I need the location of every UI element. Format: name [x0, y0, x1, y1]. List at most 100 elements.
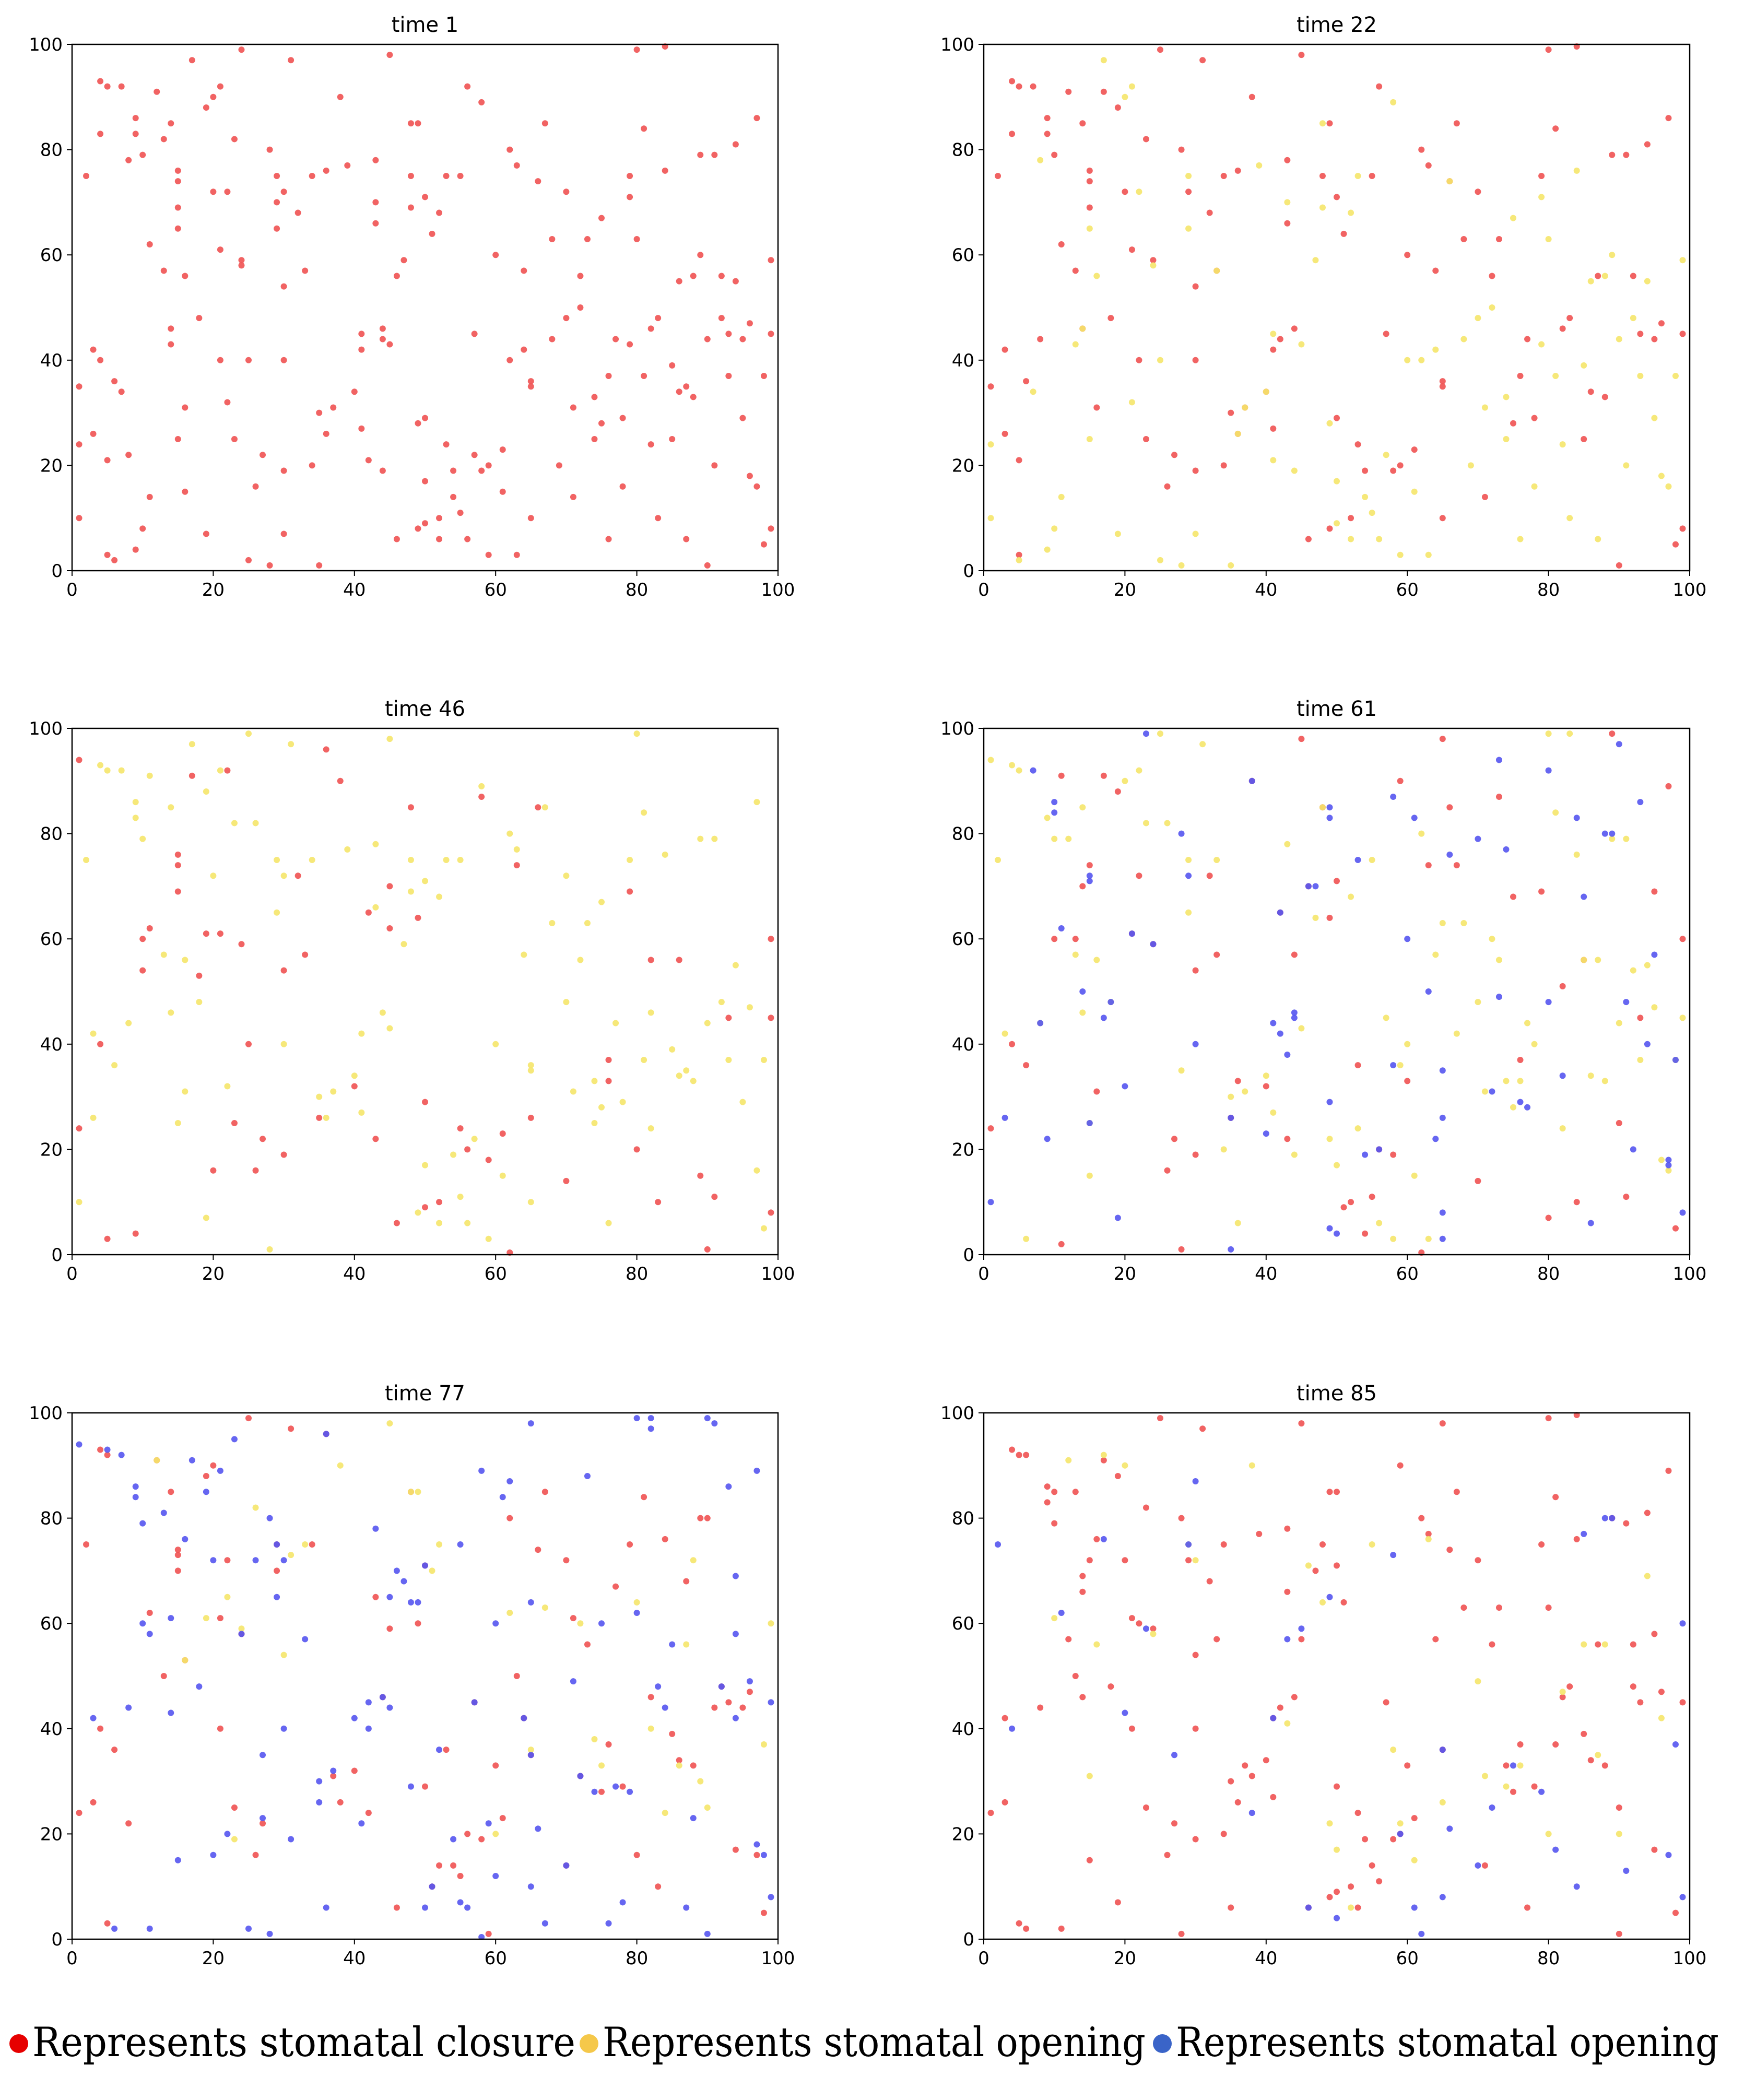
data-point [407, 857, 414, 863]
data-point [1446, 178, 1453, 185]
data-point [174, 167, 181, 174]
data-point [1651, 336, 1658, 343]
data-point [393, 1220, 400, 1226]
data-point [1651, 415, 1658, 421]
data-point [1559, 983, 1566, 989]
data-point [1277, 1704, 1283, 1711]
data-point [1354, 1810, 1361, 1816]
data-point [1150, 1631, 1157, 1637]
data-point [683, 383, 690, 390]
data-point [238, 46, 245, 53]
y-tick-label: 40 [952, 1719, 974, 1740]
data-point [1411, 1815, 1418, 1822]
data-point [280, 1151, 287, 1158]
data-point [753, 115, 760, 122]
data-point [655, 1883, 662, 1890]
data-point [1601, 273, 1608, 279]
data-point [1122, 93, 1128, 100]
data-point [422, 1562, 428, 1569]
panel-title: time 1 [392, 13, 459, 37]
data-point [647, 957, 654, 963]
data-point [309, 173, 315, 179]
data-point [1326, 420, 1333, 427]
data-point [1573, 1199, 1580, 1206]
data-point [1453, 120, 1460, 127]
data-point [139, 967, 146, 974]
data-point [739, 336, 746, 343]
x-tick-label: 100 [1673, 1264, 1707, 1284]
data-point [662, 1704, 668, 1711]
data-point [400, 1578, 407, 1585]
data-point [450, 1862, 457, 1869]
data-point [1404, 252, 1411, 258]
series [154, 1420, 774, 1843]
data-point [1016, 83, 1022, 90]
data-point [1354, 173, 1361, 179]
data-point [1001, 1030, 1008, 1037]
data-point [1185, 1557, 1192, 1564]
data-point [280, 467, 287, 474]
data-point [584, 919, 591, 926]
data-point [464, 83, 471, 90]
legend-label: Represents stomatal opening [1176, 2019, 1719, 2066]
data-point [1383, 452, 1389, 458]
data-point [358, 425, 365, 432]
data-point [450, 1836, 457, 1843]
data-point [1595, 536, 1601, 542]
data-point [457, 1194, 464, 1200]
data-point [1298, 1625, 1305, 1632]
data-point [224, 1083, 231, 1090]
data-point [288, 1552, 294, 1559]
data-point [316, 409, 323, 416]
data-point [478, 467, 485, 474]
data-point [104, 1235, 111, 1242]
data-point [1079, 883, 1086, 890]
data-point [280, 530, 287, 537]
data-point [1439, 378, 1446, 385]
data-point [386, 52, 393, 58]
data-point [1397, 1462, 1404, 1469]
data-point [1044, 115, 1051, 122]
data-point [238, 262, 245, 269]
data-point [1397, 462, 1404, 469]
data-point [160, 267, 167, 274]
data-point [330, 1088, 337, 1095]
data-point [1142, 730, 1149, 737]
data-point [1630, 1146, 1636, 1153]
data-point [1058, 241, 1065, 248]
data-point [379, 325, 386, 332]
data-point [1009, 1446, 1016, 1453]
data-point [344, 846, 351, 853]
data-point [655, 1199, 662, 1206]
data-point [288, 57, 294, 64]
data-point [231, 1804, 238, 1811]
data-point [471, 331, 478, 337]
data-point [104, 551, 111, 558]
data-point [309, 462, 315, 469]
data-point [358, 1030, 365, 1037]
data-point [1475, 1862, 1481, 1869]
plot-frame [983, 43, 1691, 572]
data-point [760, 1057, 767, 1064]
data-point [1298, 52, 1305, 58]
data-point [760, 1851, 767, 1858]
y-tick-label: 80 [40, 824, 63, 845]
data-point [641, 125, 647, 132]
data-point [1517, 1762, 1524, 1769]
data-point [1432, 1636, 1439, 1643]
data-point [1037, 336, 1044, 343]
data-point [351, 1767, 358, 1774]
x-tick-label: 20 [1114, 580, 1136, 600]
data-point [104, 83, 111, 90]
data-point [633, 46, 640, 53]
plot-frame [983, 727, 1691, 1256]
data-point [1545, 46, 1552, 53]
data-point [521, 1715, 527, 1721]
data-point [1086, 1773, 1093, 1779]
data-point [1220, 1541, 1227, 1548]
x-tick-label: 20 [202, 1948, 225, 1969]
data-point [506, 146, 513, 153]
data-point [203, 1214, 209, 1221]
data-point [676, 1762, 682, 1769]
data-point [1220, 173, 1227, 179]
